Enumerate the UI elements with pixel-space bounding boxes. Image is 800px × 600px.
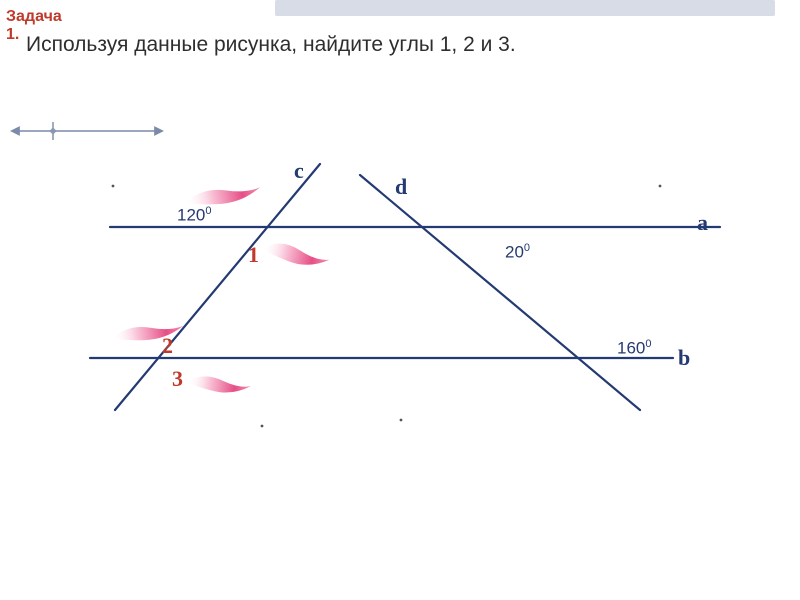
line-label-c: c (294, 158, 304, 184)
angle-number-n1: 1 (248, 242, 259, 268)
line-label-b: b (678, 345, 690, 371)
problem-text: Используя данные рисунка, найдите углы 1… (26, 33, 516, 57)
top-band (275, 0, 775, 16)
geometry-diagram: a b c d 1200 200 1600 1 2 3 (0, 150, 800, 490)
angle-number-n3: 3 (172, 366, 183, 392)
angle-value-v120: 1200 (177, 205, 212, 226)
diagram-svg (0, 150, 800, 490)
task-label-line2: 1. (6, 26, 19, 43)
angle-value-v160: 1600 (617, 338, 652, 359)
angle-number-n2: 2 (162, 333, 173, 359)
task-label-line1: Задача (6, 8, 62, 25)
arrow-axis-icon (2, 121, 182, 141)
line-label-a: a (697, 210, 708, 236)
angle-value-v20: 200 (505, 242, 530, 263)
line-label-d: d (395, 174, 407, 200)
